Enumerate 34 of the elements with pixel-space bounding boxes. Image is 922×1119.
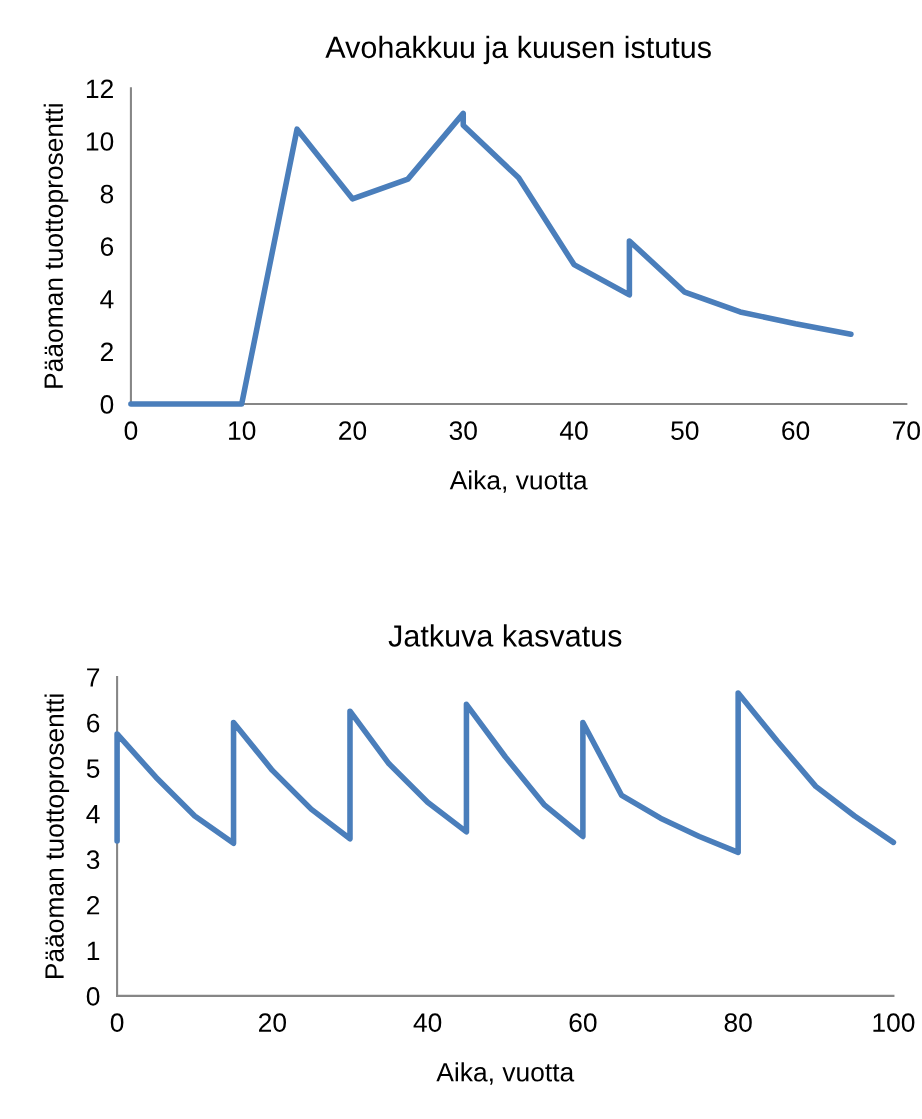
x-tick-label: 30 xyxy=(449,421,477,441)
y-tick-label: 12 xyxy=(86,79,113,98)
x-tick-label: 40 xyxy=(413,1013,442,1032)
chart-title: Avohakkuu ja kuusen istutus xyxy=(325,35,711,65)
x-tick-label: 70 xyxy=(893,421,920,441)
y-tick-label: 0 xyxy=(100,395,114,414)
y-axis-title: Pääoman tuottoprosentti xyxy=(44,694,70,979)
y-tick-label: 4 xyxy=(100,290,114,309)
x-tick-label: 40 xyxy=(559,421,588,441)
y-tick-label: 10 xyxy=(86,132,114,151)
chart-title: Jatkuva kasvatus xyxy=(388,624,622,647)
y-tick-label: 2 xyxy=(87,895,100,915)
y-tick-label: 3 xyxy=(86,850,100,870)
x-tick-label: 20 xyxy=(259,1013,286,1032)
x-tick-label: 50 xyxy=(671,421,699,441)
x-axis-title: Aika, vuotta xyxy=(449,470,588,493)
x-tick-label: 10 xyxy=(229,421,256,441)
y-tick-label: 8 xyxy=(100,184,114,204)
x-tick-label: 20 xyxy=(339,421,367,441)
y-tick-label: 6 xyxy=(100,237,114,256)
y-tick-label: 5 xyxy=(86,759,100,778)
x-tick-label: 80 xyxy=(724,1013,752,1032)
y-tick-label: 4 xyxy=(86,805,100,824)
y-tick-label: 6 xyxy=(87,713,100,733)
y-tick-label: 2 xyxy=(100,342,113,361)
x-tick-label: 100 xyxy=(873,1013,915,1032)
x-tick-label: 60 xyxy=(782,421,810,441)
x-axis-title: Aika, vuotta xyxy=(436,1062,575,1085)
y-tick-label: 1 xyxy=(87,941,100,960)
x-tick-label: 0 xyxy=(124,421,138,441)
y-tick-label: 0 xyxy=(86,987,100,1006)
y-tick-label: 7 xyxy=(87,668,100,687)
x-tick-label: 60 xyxy=(569,1013,597,1032)
y-axis-title: Pääoman tuottoprosentti xyxy=(43,104,69,388)
